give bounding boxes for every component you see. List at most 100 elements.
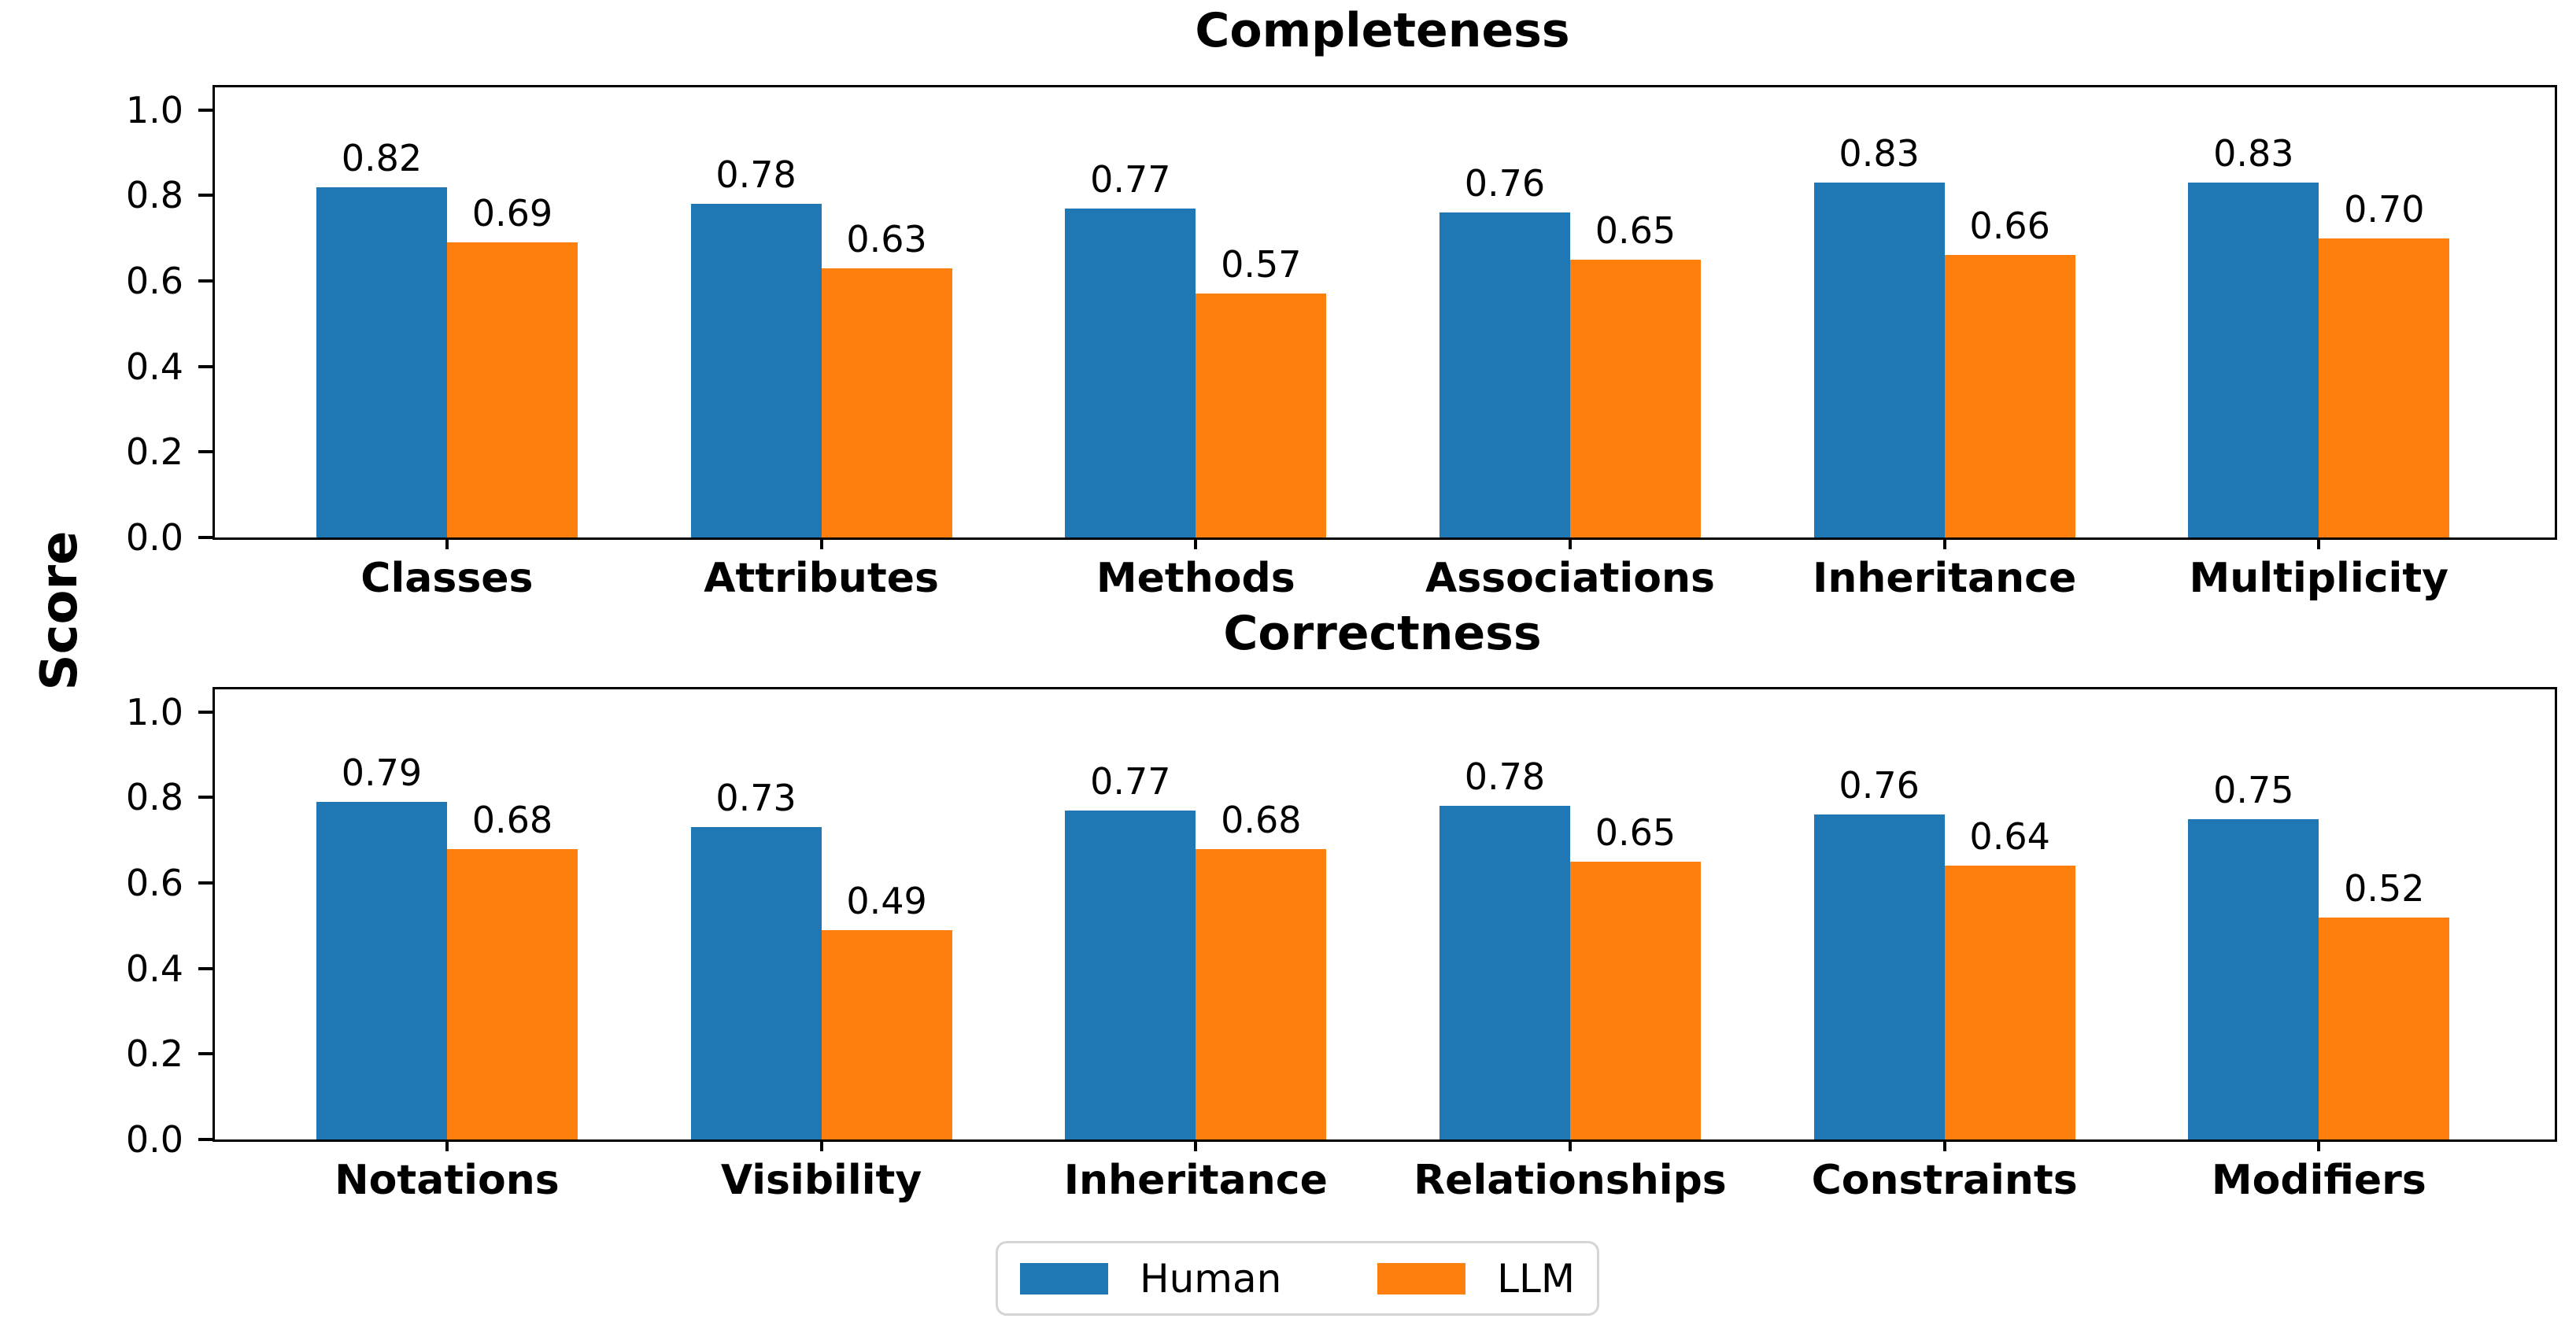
y-tick-label: 0.8 <box>125 776 183 819</box>
bar-llm <box>2319 238 2450 537</box>
y-tick-label: 1.0 <box>125 690 183 733</box>
bar-value-label: 0.68 <box>471 798 553 841</box>
bar-value-label: 0.57 <box>1221 243 1302 286</box>
y-tick-mark <box>198 796 213 800</box>
x-category-label: Inheritance <box>1813 555 2077 602</box>
legend: Human LLM <box>996 1241 1599 1316</box>
x-category-label: Relationships <box>1414 1157 1727 1204</box>
bar-value-label: 0.65 <box>1595 811 1676 854</box>
x-tick-mark <box>445 537 449 549</box>
y-tick-mark <box>198 710 213 714</box>
bar-value-label: 0.76 <box>1464 162 1546 205</box>
x-tick-mark <box>1568 1139 1572 1151</box>
bar-llm <box>1196 294 1327 537</box>
plot-area-correctness: 0.0 0.2 0.4 0.6 0.8 1.0 0.79 0.68 Notations 0.73 0… <box>126 687 2557 1204</box>
legend-label-llm: LLM <box>1497 1255 1575 1302</box>
bar-human <box>316 187 447 537</box>
y-tick-mark <box>198 1052 213 1056</box>
bar-value-label: 0.65 <box>1595 209 1676 252</box>
bar-value-label: 0.66 <box>1969 205 2050 248</box>
bar-value-label: 0.49 <box>846 879 927 922</box>
y-tick-mark <box>198 450 213 454</box>
x-tick-mark <box>1942 537 1946 549</box>
x-tick-mark <box>1194 537 1198 549</box>
y-tick-mark <box>198 364 213 368</box>
x-category-label: Visibility <box>720 1157 922 1204</box>
y-tick-mark <box>198 1138 213 1141</box>
bar-value-label: 0.75 <box>2213 768 2294 811</box>
bar-llm <box>821 929 952 1139</box>
bar-value-label: 0.68 <box>1221 798 1302 841</box>
bar-human <box>1065 810 1196 1139</box>
bar-human <box>1439 806 1570 1139</box>
bar-llm <box>446 242 578 537</box>
x-category-label: Multiplicity <box>2189 555 2449 602</box>
chart-title-correctness: Correctness <box>1223 606 1542 661</box>
y-axis-label: Score <box>31 530 89 691</box>
bar-value-label: 0.69 <box>471 192 553 235</box>
bar-human <box>2188 183 2319 537</box>
x-tick-mark <box>1194 1139 1198 1151</box>
x-category-label: Constraints <box>1811 1157 2078 1204</box>
x-category-label: Modifiers <box>2211 1157 2426 1204</box>
bar-value-label: 0.63 <box>846 217 927 260</box>
bar-llm <box>821 268 952 537</box>
y-tick-mark <box>198 881 213 885</box>
bar-value-label: 0.70 <box>2344 187 2425 231</box>
bar-human <box>1813 183 1945 537</box>
y-tick-label: 0.6 <box>125 862 183 905</box>
bar-human <box>1813 814 1945 1139</box>
bar-value-label: 0.78 <box>715 153 796 197</box>
y-tick-label: 0.8 <box>125 174 183 217</box>
legend-item-human: Human <box>1020 1259 1281 1298</box>
bar-human <box>2188 818 2319 1139</box>
x-category-label: Associations <box>1425 555 1715 602</box>
x-category-label: Classes <box>360 555 534 602</box>
bar-value-label: 0.77 <box>1090 759 1171 803</box>
bar-llm <box>2319 917 2450 1139</box>
bar-value-label: 0.83 <box>1839 132 1920 175</box>
bar-value-label: 0.83 <box>2213 132 2294 175</box>
bar-value-label: 0.76 <box>1839 764 1920 807</box>
x-category-label: Notations <box>334 1157 560 1204</box>
bar-value-label: 0.64 <box>1969 815 2050 859</box>
y-tick-mark <box>198 536 213 539</box>
y-tick-label: 0.2 <box>125 430 183 474</box>
bar-llm <box>1569 861 1701 1139</box>
x-category-label: Inheritance <box>1063 1157 1328 1204</box>
x-tick-mark <box>2317 537 2321 549</box>
legend-item-llm: LLM <box>1377 1259 1575 1298</box>
bar-llm <box>446 848 578 1139</box>
bar-human <box>690 204 822 537</box>
y-tick-label: 0.6 <box>125 260 183 303</box>
bar-llm <box>1569 259 1701 537</box>
legend-label-human: Human <box>1140 1255 1282 1302</box>
bar-human <box>1065 208 1196 537</box>
x-tick-mark <box>819 1139 823 1151</box>
bar-llm <box>1196 848 1327 1139</box>
x-tick-mark <box>445 1139 449 1151</box>
bar-value-label: 0.78 <box>1464 755 1546 799</box>
y-tick-mark <box>198 194 213 198</box>
y-tick-label: 0.4 <box>125 947 183 990</box>
y-tick-label: 0.4 <box>125 345 183 388</box>
bar-human <box>690 827 822 1139</box>
x-tick-mark <box>1942 1139 1946 1151</box>
bar-llm <box>1944 255 2075 537</box>
y-tick-label: 0.2 <box>125 1032 183 1076</box>
legend-swatch-human <box>1020 1262 1108 1295</box>
x-category-label: Methods <box>1096 555 1295 602</box>
bar-value-label: 0.77 <box>1090 157 1171 201</box>
chart-title-completeness: Completeness <box>1195 3 1570 58</box>
bar-value-label: 0.73 <box>715 777 796 820</box>
bar-value-label: 0.82 <box>341 136 423 179</box>
plot-area-completeness: 0.0 0.2 0.4 0.6 0.8 1.0 0.82 0.69 Classes 0.78 0.6… <box>126 85 2557 602</box>
x-category-label: Attributes <box>704 555 939 602</box>
bar-value-label: 0.52 <box>2344 866 2425 910</box>
legend-swatch-llm <box>1377 1262 1466 1295</box>
x-tick-mark <box>2317 1139 2321 1151</box>
x-tick-mark <box>819 537 823 549</box>
